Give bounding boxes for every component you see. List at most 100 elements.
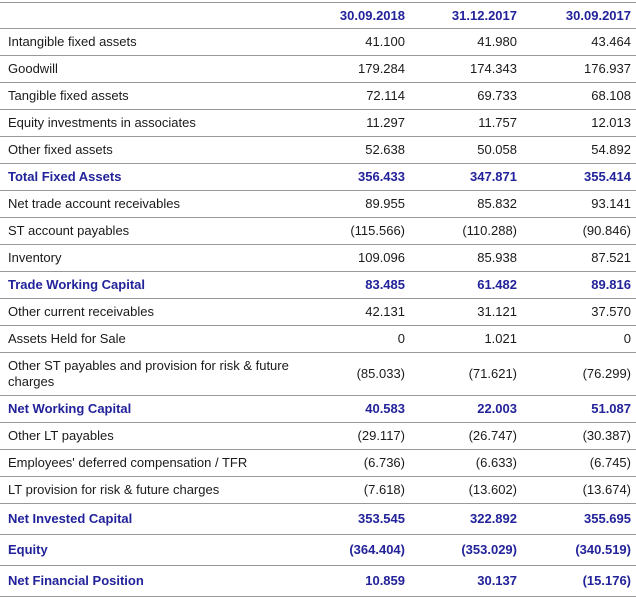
row-value-period-3: (15.176) bbox=[522, 565, 636, 597]
row-value-period-1: 109.096 bbox=[325, 244, 410, 272]
table-row: Net trade account receivables 89.955 85.83… bbox=[0, 190, 636, 218]
row-value-period-3: 89.816 bbox=[522, 271, 636, 299]
row-value-period-2: 41.980 bbox=[410, 28, 522, 56]
row-value-period-3: 37.570 bbox=[522, 298, 636, 326]
row-label: Net Invested Capital bbox=[0, 503, 325, 535]
row-label: Other LT payables bbox=[0, 422, 325, 450]
row-value-period-3: 0 bbox=[522, 325, 636, 353]
row-value-period-3: 43.464 bbox=[522, 28, 636, 56]
row-label: Total Fixed Assets bbox=[0, 163, 325, 191]
table-row: Other current receivables 42.131 31.121 37.… bbox=[0, 298, 636, 326]
table-row: Assets Held for Sale 0 1.021 0 bbox=[0, 325, 636, 353]
row-value-period-2: 322.892 bbox=[410, 503, 522, 535]
row-label: Intangible fixed assets bbox=[0, 28, 325, 56]
row-value-period-3: 68.108 bbox=[522, 82, 636, 110]
row-value-period-2: 1.021 bbox=[410, 325, 522, 353]
table-row: Equity investments in associates 11.297 11… bbox=[0, 109, 636, 137]
corner-cell bbox=[0, 2, 325, 29]
row-value-period-3: 87.521 bbox=[522, 244, 636, 272]
row-label: Assets Held for Sale bbox=[0, 325, 325, 353]
row-label: Other fixed assets bbox=[0, 136, 325, 164]
table-row: Total Fixed Assets 356.433 347.871 355.414 bbox=[0, 163, 636, 191]
row-value-period-3: 355.695 bbox=[522, 503, 636, 535]
row-value-period-2: 69.733 bbox=[410, 82, 522, 110]
table-row: Intangible fixed assets 41.100 41.980 43.46… bbox=[0, 28, 636, 56]
row-label: Other current receivables bbox=[0, 298, 325, 326]
row-value-period-1: 179.284 bbox=[325, 55, 410, 83]
row-value-period-1: 10.859 bbox=[325, 565, 410, 597]
row-value-period-2: (353.029) bbox=[410, 534, 522, 566]
row-label: Goodwill bbox=[0, 55, 325, 83]
row-value-period-2: 61.482 bbox=[410, 271, 522, 299]
row-value-period-3: 176.937 bbox=[522, 55, 636, 83]
row-label: Net Working Capital bbox=[0, 395, 325, 423]
row-value-period-1: (115.566) bbox=[325, 217, 410, 245]
row-value-period-3: (90.846) bbox=[522, 217, 636, 245]
row-value-period-1: 83.485 bbox=[325, 271, 410, 299]
table-header: 30.09.2018 31.12.2017 30.09.2017 bbox=[0, 2, 636, 29]
row-value-period-2: 85.938 bbox=[410, 244, 522, 272]
row-value-period-1: 52.638 bbox=[325, 136, 410, 164]
table-row: Equity (364.404) (353.029) (340.519) bbox=[0, 534, 636, 566]
row-value-period-1: (364.404) bbox=[325, 534, 410, 566]
row-value-period-3: (340.519) bbox=[522, 534, 636, 566]
row-label: ST account payables bbox=[0, 217, 325, 245]
row-value-period-2: (71.621) bbox=[410, 352, 522, 396]
row-value-period-2: (6.633) bbox=[410, 449, 522, 477]
table-row: Net Financial Position 10.859 30.137 (15.17… bbox=[0, 565, 636, 597]
table-body: Intangible fixed assets 41.100 41.980 43.46… bbox=[0, 28, 636, 597]
table-row: Tangible fixed assets 72.114 69.733 68.108 bbox=[0, 82, 636, 110]
table-row: Other ST payables and provision for risk… bbox=[0, 352, 636, 396]
row-value-period-3: 93.141 bbox=[522, 190, 636, 218]
row-value-period-2: 11.757 bbox=[410, 109, 522, 137]
row-value-period-2: 22.003 bbox=[410, 395, 522, 423]
row-value-period-2: 50.058 bbox=[410, 136, 522, 164]
row-label: Trade Working Capital bbox=[0, 271, 325, 299]
row-value-period-1: 72.114 bbox=[325, 82, 410, 110]
table-row: Trade Working Capital 83.485 61.482 89.816 bbox=[0, 271, 636, 299]
table-row: Inventory 109.096 85.938 87.521 bbox=[0, 244, 636, 272]
row-value-period-1: 11.297 bbox=[325, 109, 410, 137]
row-value-period-2: (26.747) bbox=[410, 422, 522, 450]
row-value-period-1: 0 bbox=[325, 325, 410, 353]
row-value-period-3: (6.745) bbox=[522, 449, 636, 477]
row-value-period-1: 353.545 bbox=[325, 503, 410, 535]
row-value-period-2: 85.832 bbox=[410, 190, 522, 218]
row-value-period-3: (30.387) bbox=[522, 422, 636, 450]
row-value-period-2: 31.121 bbox=[410, 298, 522, 326]
row-label: Tangible fixed assets bbox=[0, 82, 325, 110]
row-value-period-3: 54.892 bbox=[522, 136, 636, 164]
row-label: Other ST payables and provision for risk… bbox=[0, 352, 325, 396]
row-value-period-2: (13.602) bbox=[410, 476, 522, 504]
row-value-period-1: 41.100 bbox=[325, 28, 410, 56]
row-label: Net trade account receivables bbox=[0, 190, 325, 218]
column-header-period-2: 31.12.2017 bbox=[410, 2, 522, 29]
row-value-period-2: 174.343 bbox=[410, 55, 522, 83]
row-value-period-1: (29.117) bbox=[325, 422, 410, 450]
row-label: Employees' deferred compensation / TFR bbox=[0, 449, 325, 477]
row-label: LT provision for risk & future charges bbox=[0, 476, 325, 504]
row-value-period-1: 89.955 bbox=[325, 190, 410, 218]
row-label: Equity investments in associates bbox=[0, 109, 325, 137]
column-header-period-1: 30.09.2018 bbox=[325, 2, 410, 29]
row-value-period-1: (85.033) bbox=[325, 352, 410, 396]
row-value-period-2: 347.871 bbox=[410, 163, 522, 191]
row-value-period-3: (13.674) bbox=[522, 476, 636, 504]
row-value-period-3: 355.414 bbox=[522, 163, 636, 191]
row-value-period-3: 51.087 bbox=[522, 395, 636, 423]
column-header-period-3: 30.09.2017 bbox=[522, 2, 636, 29]
row-value-period-1: 42.131 bbox=[325, 298, 410, 326]
row-value-period-1: (6.736) bbox=[325, 449, 410, 477]
header-row: 30.09.2018 31.12.2017 30.09.2017 bbox=[0, 2, 636, 29]
table-row: Employees' deferred compensation / TFR (6… bbox=[0, 449, 636, 477]
table-row: LT provision for risk & future charges (7… bbox=[0, 476, 636, 504]
table-row: Goodwill 179.284 174.343 176.937 bbox=[0, 55, 636, 83]
table-row: Net Working Capital 40.583 22.003 51.087 bbox=[0, 395, 636, 423]
row-value-period-1: 356.433 bbox=[325, 163, 410, 191]
row-label: Inventory bbox=[0, 244, 325, 272]
row-value-period-3: (76.299) bbox=[522, 352, 636, 396]
table-row: Other LT payables (29.117) (26.747) (30.387… bbox=[0, 422, 636, 450]
row-value-period-2: 30.137 bbox=[410, 565, 522, 597]
row-value-period-3: 12.013 bbox=[522, 109, 636, 137]
